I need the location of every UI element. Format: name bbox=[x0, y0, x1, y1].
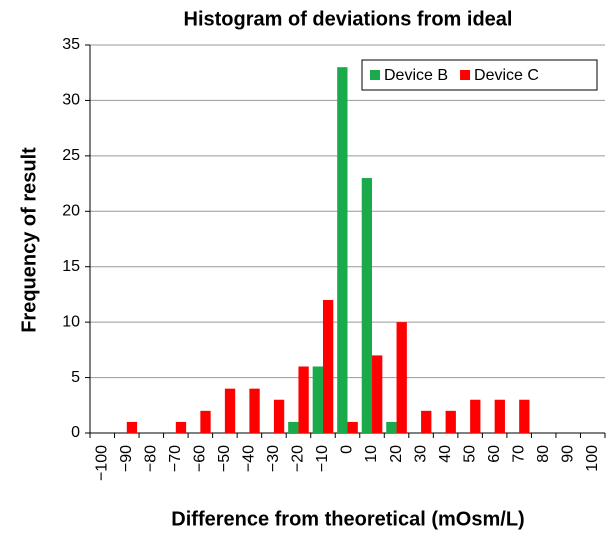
x-tick-label: −80 bbox=[143, 445, 160, 472]
y-tick-label: 25 bbox=[62, 147, 80, 164]
bar bbox=[386, 421, 397, 433]
x-tick-label: 100 bbox=[584, 445, 601, 472]
x-tick-label: −100 bbox=[93, 445, 110, 481]
x-tick-label: −50 bbox=[216, 445, 233, 472]
y-tick-label: 15 bbox=[62, 258, 80, 275]
y-tick-label: 30 bbox=[62, 92, 80, 109]
legend-swatch bbox=[460, 70, 471, 80]
bar bbox=[322, 299, 334, 433]
x-tick-label: −60 bbox=[192, 445, 209, 472]
x-tick-label: 80 bbox=[535, 445, 552, 463]
bar bbox=[288, 421, 299, 433]
x-tick-label: 50 bbox=[461, 445, 478, 463]
bar bbox=[347, 421, 358, 433]
bar bbox=[519, 399, 530, 433]
y-tick-label: 20 bbox=[62, 203, 80, 220]
chart-title: Histogram of deviations from ideal bbox=[184, 8, 513, 30]
bar bbox=[175, 421, 187, 433]
x-tick-label: 40 bbox=[437, 445, 454, 463]
x-tick-label: −30 bbox=[265, 445, 282, 472]
x-tick-label: −10 bbox=[314, 445, 331, 472]
bar bbox=[396, 322, 407, 433]
bar bbox=[200, 410, 211, 433]
x-axis-title: Difference from theoretical (mOsm/L) bbox=[171, 508, 524, 530]
x-tick-label: −70 bbox=[167, 445, 184, 472]
x-tick-label: −20 bbox=[290, 445, 307, 472]
x-tick-label: 70 bbox=[510, 445, 527, 463]
bar bbox=[372, 355, 383, 433]
x-tick-label: 10 bbox=[363, 445, 380, 463]
bar bbox=[298, 366, 309, 433]
bar bbox=[249, 388, 260, 433]
y-tick-label: 35 bbox=[62, 36, 80, 53]
legend-label: Device C bbox=[474, 67, 539, 84]
x-tick-label: −40 bbox=[241, 445, 258, 472]
x-tick-label: 0 bbox=[339, 445, 356, 454]
x-tick-label: −90 bbox=[118, 445, 135, 472]
bar bbox=[224, 388, 236, 433]
y-tick-label: 10 bbox=[62, 313, 80, 330]
x-tick-label: 20 bbox=[388, 445, 405, 463]
x-tick-label: 30 bbox=[412, 445, 429, 463]
legend-swatch bbox=[370, 70, 380, 80]
bar bbox=[126, 421, 138, 433]
bar bbox=[470, 399, 481, 433]
legend-label: Device B bbox=[384, 67, 448, 84]
bar bbox=[494, 399, 505, 433]
bar bbox=[337, 67, 348, 434]
bar bbox=[273, 399, 285, 433]
bar bbox=[361, 178, 373, 433]
bar bbox=[445, 410, 456, 433]
y-tick-label: 5 bbox=[71, 369, 80, 386]
y-axis-title: Frequency of result bbox=[18, 147, 40, 333]
bar bbox=[421, 410, 432, 433]
y-tick-label: 0 bbox=[71, 424, 80, 441]
x-tick-label: 90 bbox=[559, 445, 576, 463]
bar bbox=[312, 366, 323, 433]
x-tick-label: 60 bbox=[486, 445, 503, 463]
legend-box bbox=[361, 59, 598, 91]
